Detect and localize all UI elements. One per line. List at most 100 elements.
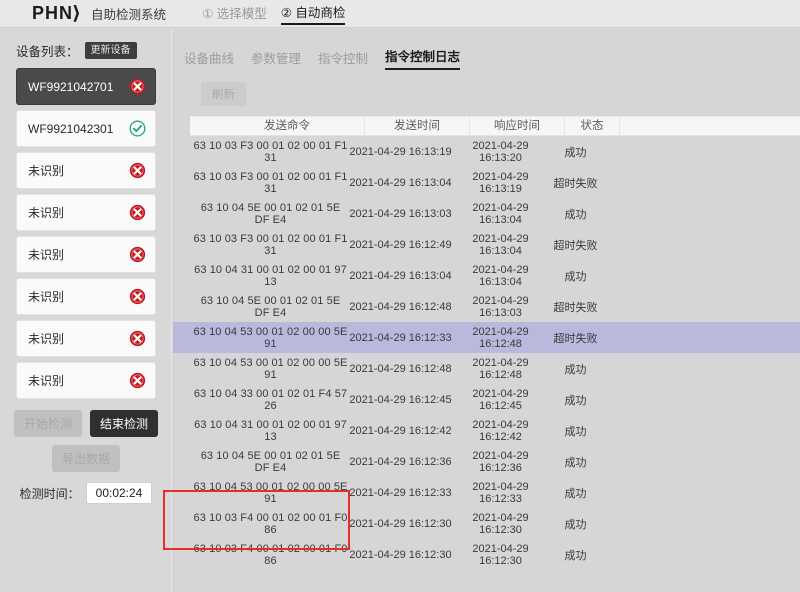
cell-sent-time: 2021-04-29 16:13:04 (349, 269, 452, 282)
table-row[interactable]: 63 10 04 33 00 01 02 01 F4 57 26 2021-04-… (173, 384, 800, 415)
table-row[interactable]: 63 10 03 F4 00 01 02 00 01 F0 86 2021-04-… (173, 508, 800, 539)
step-nav-item-2[interactable]: ② 自动商检 (280, 2, 346, 25)
cell-command: 63 10 04 53 00 01 02 00 00 5E 91 (193, 356, 348, 381)
device-list-item[interactable]: 未识别 (16, 320, 156, 357)
refresh-device-button[interactable]: 更新设备 (84, 42, 137, 59)
cell-command: 63 10 03 F4 00 01 02 00 01 F0 86 (193, 511, 348, 536)
table-row[interactable]: 63 10 04 53 00 01 02 00 00 5E 91 2021-04-… (173, 353, 800, 384)
tab-0[interactable]: 设备曲线 (184, 52, 235, 66)
device-list-item[interactable]: 未识别 (16, 194, 156, 231)
cell-status: 超时失败 (553, 332, 598, 345)
error-x-icon[interactable] (129, 330, 146, 347)
table-row[interactable]: 63 10 03 F3 00 01 02 00 01 F1 31 2021-04-… (173, 229, 800, 260)
device-status-error[interactable] (129, 330, 146, 347)
cell-response-time: 2021-04-29 16:12:36 (472, 449, 529, 474)
cell-sent-time: 2021-04-29 16:12:45 (349, 393, 452, 406)
cell-sent-time: 2021-04-29 16:12:33 (349, 486, 452, 499)
cell-sent-time: 2021-04-29 16:12:36 (349, 455, 452, 468)
cell-status: 超时失败 (553, 301, 598, 314)
cell-command: 63 10 03 F4 00 01 02 00 01 F0 86 (193, 542, 348, 567)
cell-status: 成功 (564, 518, 587, 531)
tab-2[interactable]: 指令控制 (318, 52, 369, 66)
sidebar-panel: 设备列表： 更新设备 WF9921042701 WF9921042301 未识别 未识… (8, 29, 164, 592)
tab-1[interactable]: 参数管理 (251, 52, 302, 66)
success-check-icon[interactable] (129, 120, 146, 137)
table-row[interactable]: 63 10 04 31 00 01 02 00 01 97 13 2021-04-… (173, 415, 800, 446)
device-name: WF9921042301 (28, 121, 114, 136)
cell-status: 超时失败 (553, 177, 598, 190)
cell-command: 63 10 04 5E 00 01 02 01 5E DF E4 (200, 294, 341, 319)
tab-3[interactable]: 指令控制日志 (385, 46, 461, 70)
column-header[interactable]: 状态 (565, 116, 620, 136)
device-status-error[interactable] (129, 78, 146, 95)
device-status-error[interactable] (129, 162, 146, 179)
detection-time-value: 00:02:24 (85, 482, 153, 504)
table-row[interactable]: 63 10 04 5E 00 01 02 01 5E DF E4 2021-04-… (173, 291, 800, 322)
device-list-item[interactable]: WF9921042701 (16, 68, 156, 105)
step-nav-item-1[interactable]: ① 选择模型 (202, 7, 267, 21)
app-title: 自助检测系统 (91, 8, 167, 22)
cell-command: 63 10 03 F3 00 01 02 00 01 F1 31 (193, 139, 348, 164)
cell-response-time: 2021-04-29 16:12:45 (472, 387, 529, 412)
device-name: 未识别 (28, 374, 65, 388)
cell-sent-time: 2021-04-29 16:13:19 (349, 145, 452, 158)
device-status-error[interactable] (129, 204, 146, 221)
error-x-icon[interactable] (129, 288, 146, 305)
cell-sent-time: 2021-04-29 16:12:48 (349, 300, 452, 313)
export-data-button[interactable]: 导出数据 (51, 445, 120, 472)
cell-sent-time: 2021-04-29 16:12:30 (349, 548, 452, 561)
cell-sent-time: 2021-04-29 16:13:04 (349, 176, 452, 189)
cell-status: 成功 (564, 363, 587, 376)
cell-response-time: 2021-04-29 16:13:20 (472, 139, 529, 164)
table-body: 63 10 03 F3 00 01 02 00 01 F1 31 2021-04-… (173, 136, 800, 570)
cell-command: 63 10 04 31 00 01 02 00 01 97 13 (194, 418, 347, 443)
table-row[interactable]: 63 10 03 F3 00 01 02 00 01 F1 31 2021-04-… (173, 167, 800, 198)
device-status-error[interactable] (129, 372, 146, 389)
table-row[interactable]: 63 10 04 5E 00 01 02 01 5E DF E4 2021-04-… (173, 198, 800, 229)
device-name: 未识别 (28, 332, 65, 346)
device-name: 未识别 (28, 248, 65, 262)
column-header[interactable]: 响应时间 (470, 116, 565, 136)
device-list-item[interactable]: 未识别 (16, 278, 156, 315)
cell-status: 成功 (564, 146, 587, 159)
refresh-log-button[interactable]: 刷新 (201, 82, 246, 106)
device-list-item[interactable]: 未识别 (16, 362, 156, 399)
error-x-icon[interactable] (129, 204, 146, 221)
table-row[interactable]: 63 10 04 31 00 01 02 00 01 97 13 2021-04-… (173, 260, 800, 291)
table-row[interactable]: 63 10 04 53 00 01 02 00 00 5E 91 2021-04-… (173, 477, 800, 508)
table-header-pad-left (190, 117, 210, 136)
stop-detection-button[interactable]: 结束检测 (90, 410, 159, 437)
device-name: 未识别 (28, 206, 65, 220)
start-detection-button[interactable]: 开始检测 (13, 410, 82, 437)
error-x-icon[interactable] (129, 246, 146, 263)
main-panel: 设备曲线 参数管理 指令控制 指令控制日志 刷新 发送命令 发送时间 响应时间 状态 63 … (163, 29, 800, 592)
top-header-bar: PHN⟩ 自助检测系统 ① 选择模型 ② 自动商检 (0, 0, 800, 28)
device-list-item[interactable]: 未识别 (16, 236, 156, 273)
device-status-ok[interactable] (129, 120, 146, 137)
column-header[interactable]: 发送时间 (365, 116, 470, 136)
column-header[interactable]: 发送命令 (210, 116, 365, 136)
detection-time-row: 检测时间： 00:02:24 (8, 482, 164, 504)
cell-sent-time: 2021-04-29 16:12:48 (349, 362, 452, 375)
device-status-error[interactable] (129, 288, 146, 305)
table-row[interactable]: 63 10 04 53 00 01 02 00 00 5E 91 2021-04-… (173, 322, 800, 353)
device-list-item[interactable]: 未识别 (16, 152, 156, 189)
device-list: WF9921042701 WF9921042301 未识别 未识别 未识别 未识别 未识别未… (8, 68, 164, 399)
cell-status: 成功 (564, 208, 587, 221)
cell-response-time: 2021-04-29 16:12:48 (472, 325, 529, 350)
error-x-icon[interactable] (129, 372, 146, 389)
sidebar-divider (171, 29, 172, 592)
step-nav: ① 选择模型 ② 自动商检 (202, 2, 346, 25)
device-list-label: 设备列表： (16, 45, 79, 59)
table-row[interactable]: 63 10 03 F4 00 01 02 00 01 F0 86 2021-04-… (173, 539, 800, 570)
table-row[interactable]: 63 10 03 F3 00 01 02 00 01 F1 31 2021-04-… (173, 136, 800, 167)
error-x-icon[interactable] (129, 162, 146, 179)
device-list-item[interactable]: WF9921042301 (16, 110, 156, 147)
cell-response-time: 2021-04-29 16:12:33 (472, 480, 529, 505)
device-status-error[interactable] (129, 246, 146, 263)
error-x-icon[interactable] (129, 78, 146, 95)
cell-command: 63 10 04 5E 00 01 02 01 5E DF E4 (200, 201, 341, 226)
table-header-row: 发送命令 发送时间 响应时间 状态 (190, 116, 800, 136)
cell-response-time: 2021-04-29 16:13:04 (472, 263, 529, 288)
table-row[interactable]: 63 10 04 5E 00 01 02 01 5E DF E4 2021-04-… (173, 446, 800, 477)
